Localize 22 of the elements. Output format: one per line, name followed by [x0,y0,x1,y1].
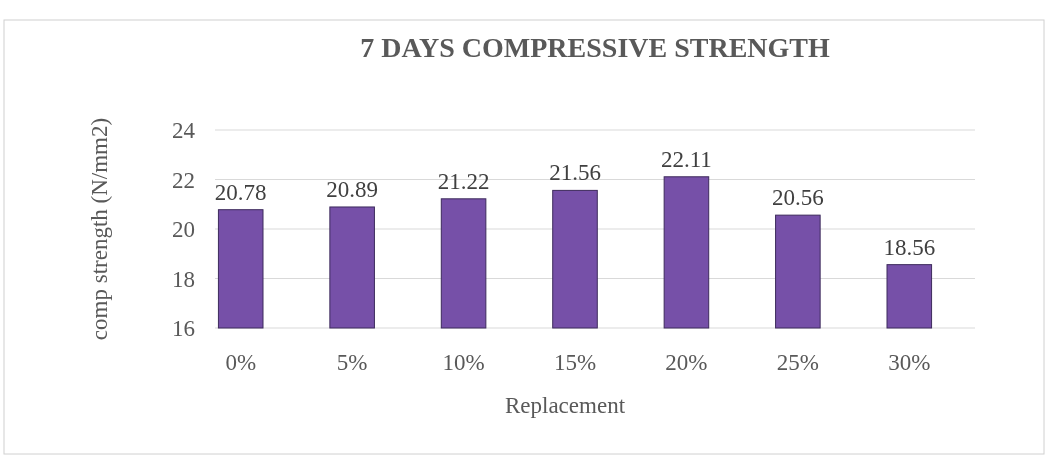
chart-title: 7 DAYS COMPRESSIVE STRENGTH [360,32,831,63]
x-tick-label: 0% [225,350,257,375]
x-tick-label: 5% [336,350,368,375]
data-label: 22.11 [660,146,712,172]
y-tick-label: 24 [172,118,196,144]
x-tick-label: 15% [553,350,597,375]
data-label: 18.56 [883,234,936,260]
data-label: 20.78 [214,179,267,205]
y-tick-label: 22 [172,167,195,193]
data-label: 20.89 [326,176,379,202]
x-axis-title: Replacement [504,393,626,418]
y-tick-label: 16 [172,316,195,342]
x-tick-label: 30% [888,350,931,375]
data-label: 21.22 [437,168,490,194]
y-tick-label: 18 [172,266,195,292]
x-tick-label: 25% [776,350,819,375]
y-tick-label: 20 [172,217,195,243]
y-axis-title: comp strength (N/mm2) [87,117,112,341]
x-tick-label: 10% [442,350,485,375]
x-tick-label: 20% [665,350,708,375]
data-label: 21.56 [549,160,601,186]
data-label: 20.56 [771,185,824,211]
